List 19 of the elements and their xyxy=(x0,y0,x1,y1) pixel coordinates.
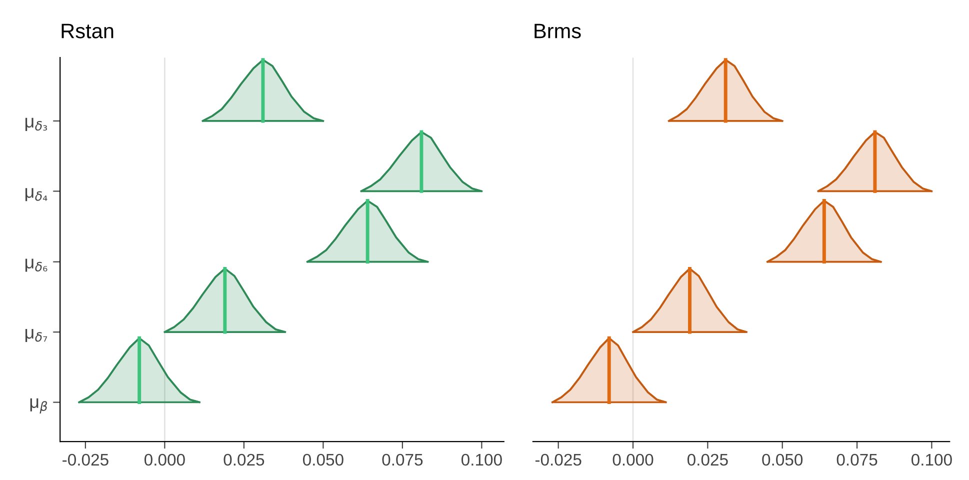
chart-title: Rstan xyxy=(62,24,114,38)
chart-title: Brms xyxy=(534,24,581,38)
text: μ$_{β}$ xyxy=(30,398,47,414)
x-tick-label: 0.075 xyxy=(382,454,423,466)
x-tick-label: 0.050 xyxy=(302,454,344,466)
text: μ$_{δ₇}$ xyxy=(25,329,48,342)
x-tick-label: -0.025 xyxy=(62,454,108,466)
x-tick-label: 0.025 xyxy=(687,454,728,466)
text: μ$_{δ₆}$ xyxy=(25,258,48,272)
text: μ$_{δ₃}$ xyxy=(25,118,47,131)
x-tick-label: 0.000 xyxy=(144,454,185,466)
text: μ$_{δ₄}$ xyxy=(25,188,48,202)
x-tick-label: 0.050 xyxy=(762,454,803,466)
x-tick-label: 0.000 xyxy=(612,454,654,466)
x-tick-label: -0.025 xyxy=(535,454,582,466)
x-tick-label: 0.100 xyxy=(461,454,502,466)
x-tick-label: 0.075 xyxy=(836,454,878,466)
x-tick-label: 0.100 xyxy=(912,454,952,466)
x-tick-label: 0.025 xyxy=(224,454,264,466)
